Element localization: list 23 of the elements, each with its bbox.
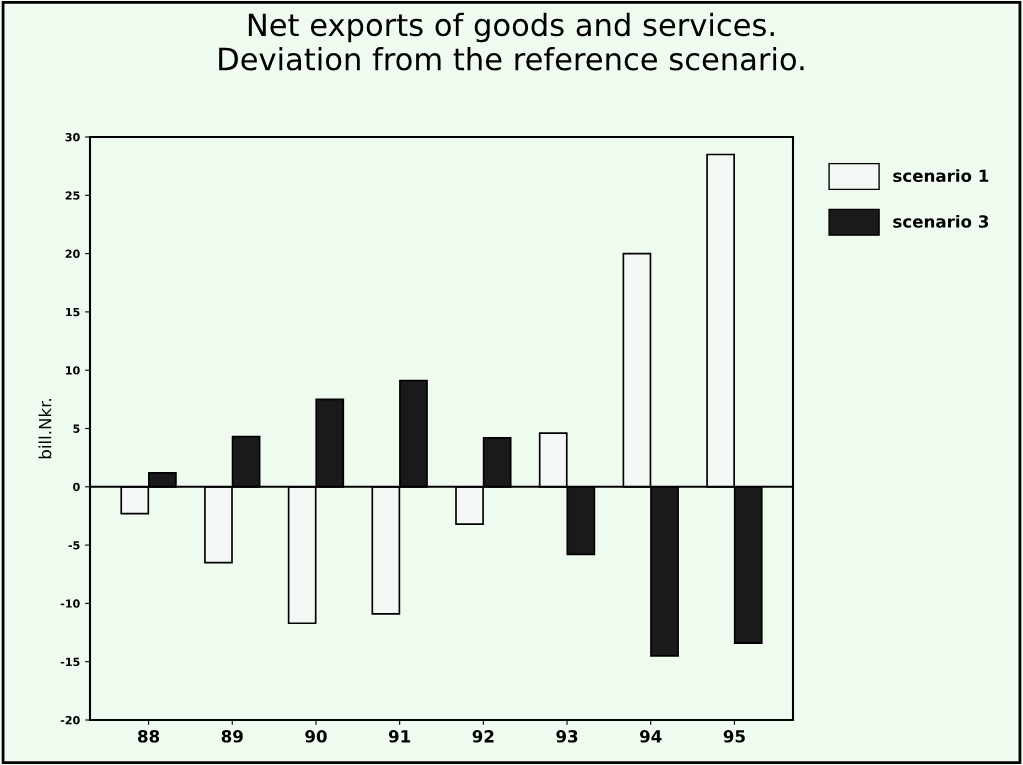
y-tick-label: 10 [66,366,80,375]
y-tick-label: 20 [65,249,80,258]
y-tick-label: 0 [73,482,80,492]
y-tick-label: 30 [65,132,80,142]
x-tick-label: 94 [639,730,662,743]
chart-title: Net exports of goods and services. Deviation from the reference scenario. [219,12,804,71]
y-axis-title: bill.Nkr. [38,399,52,459]
x-tick-label: 89 [221,730,243,743]
y-tick-label: -5 [68,541,80,550]
x-tick-label: 92 [472,730,494,743]
x-tick-label: 91 [388,730,411,743]
x-tick-label: 95 [723,730,745,743]
y-tick-label: 25 [65,191,80,200]
legend-label: scenario 3 [893,214,989,228]
y-tick-label: -20 [60,715,80,725]
legend-label: scenario 1 [893,169,989,183]
y-tick-label: 5 [73,424,80,433]
x-tick-label: 93 [556,730,578,743]
y-tick-label: -15 [60,657,80,667]
x-tick-label: 88 [138,730,160,743]
y-tick-label: -10 [60,599,80,608]
x-tick-label: 90 [305,730,327,743]
y-tick-label: 15 [66,308,80,317]
